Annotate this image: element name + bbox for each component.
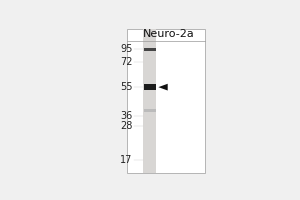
Bar [144,109,156,112]
Text: 36: 36 [121,111,133,121]
Text: 95: 95 [120,44,133,54]
Text: 17: 17 [120,155,133,165]
Text: Neuro-2a: Neuro-2a [143,29,195,39]
Text: 72: 72 [120,57,133,67]
Bar [143,29,156,173]
Polygon shape [158,84,168,91]
Text: 55: 55 [120,82,133,92]
Bar [144,48,156,51]
Bar [127,29,205,173]
Bar [144,84,156,90]
Text: 28: 28 [120,121,133,131]
